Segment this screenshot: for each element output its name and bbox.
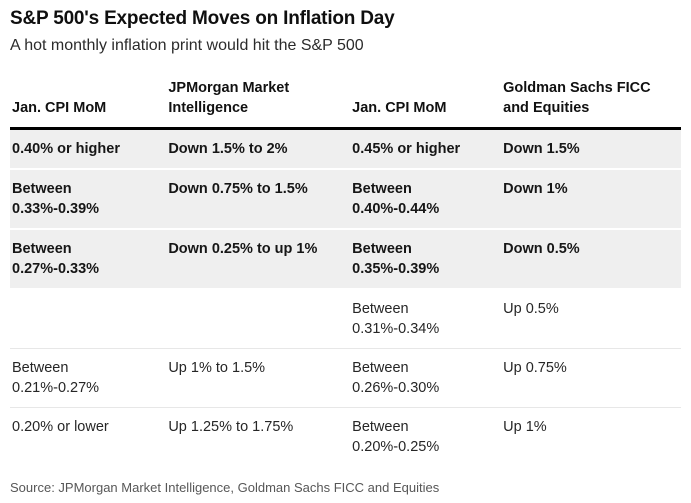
table-cell: [10, 289, 166, 349]
table-cell: Between 0.21%-0.27%: [10, 348, 167, 408]
table-row: Between 0.33%-0.39% Down 0.75% to 1.5% B…: [10, 169, 681, 231]
column-header-jpmorgan: JPMorgan Market Intelligence: [166, 79, 351, 131]
page-title: S&P 500's Expected Moves on Inflation Da…: [10, 8, 395, 29]
table-cell: Between 0.20%-0.25%: [350, 407, 502, 467]
table-header-row: Jan. CPI MoM JPMorgan Market Intelligenc…: [10, 79, 681, 131]
table-cell: Up 1.25% to 1.75%: [166, 407, 351, 467]
table-cell: Between 0.31%-0.34%: [352, 301, 440, 338]
page-subtitle: A hot monthly inflation print would hit …: [10, 37, 364, 54]
table-row: Between 0.31%-0.34% Up 0.5%: [10, 289, 681, 349]
table-cell: Up 1% to 1.5%: [166, 348, 351, 408]
table-cell: Down 0.5%: [501, 229, 681, 291]
table-cell: Up 0.75%: [501, 348, 681, 408]
table-cell: Between 0.35%-0.39%: [350, 229, 502, 291]
table-row: 0.40% or higher Down 1.5% to 2% 0.45% or…: [10, 128, 681, 171]
column-header-goldman: Goldman Sachs FICC and Equities: [501, 79, 681, 131]
table-cell: Between 0.27%-0.33%: [10, 229, 167, 291]
column-header-cpi-gs: Jan. CPI MoM: [350, 79, 502, 131]
table-cell: Between 0.26%-0.30%: [350, 348, 502, 408]
table-cell: 0.45% or higher: [350, 128, 502, 171]
table-cell: 0.20% or lower: [10, 407, 167, 467]
table-cell: Up 1%: [501, 407, 681, 467]
table-cell: 0.40% or higher: [10, 128, 167, 171]
table-cell: Between 0.40%-0.44%: [350, 169, 502, 231]
table-row: Between 0.21%-0.27% Up 1% to 1.5% Betwee…: [10, 348, 681, 408]
table-cell: Up 0.5%: [503, 301, 559, 318]
table-cell: Down 1.5%: [501, 128, 681, 171]
table-row: Between 0.27%-0.33% Down 0.25% to up 1% …: [10, 229, 681, 291]
table-cell: Down 1%: [501, 169, 681, 231]
table-cell: Down 0.25% to up 1%: [166, 229, 351, 291]
table-cell: Down 1.5% to 2%: [166, 128, 351, 171]
table-row: 0.20% or lower Up 1.25% to 1.75% Between…: [10, 407, 681, 467]
table-cell: [166, 289, 350, 349]
source-note: Source: JPMorgan Market Intelligence, Go…: [10, 480, 440, 496]
table-cell: Down 0.75% to 1.5%: [166, 169, 351, 231]
column-header-cpi-jpm: Jan. CPI MoM: [10, 79, 167, 131]
expected-moves-table: Jan. CPI MoM JPMorgan Market Intelligenc…: [10, 79, 681, 467]
table-cell: Between 0.33%-0.39%: [10, 169, 167, 231]
table-body: 0.40% or higher Down 1.5% to 2% 0.45% or…: [10, 128, 681, 467]
